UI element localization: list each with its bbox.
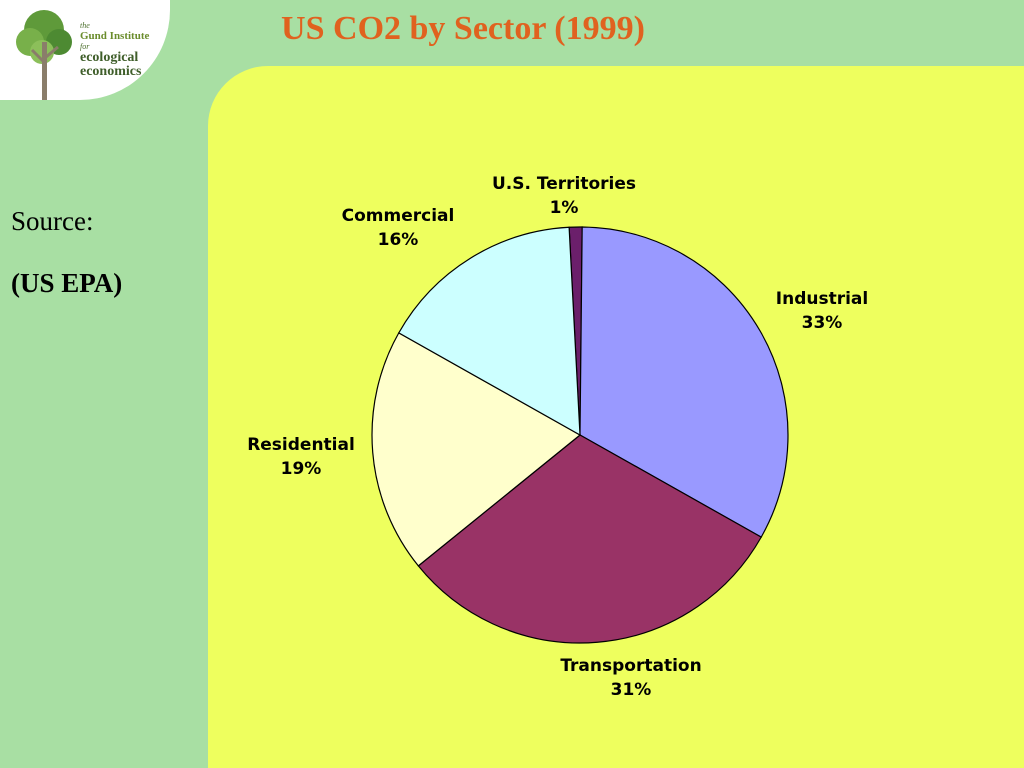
slice-label: Commercial [342, 206, 455, 226]
logo-line: ecological [80, 50, 139, 65]
pie-slice-commercial [397, 226, 581, 437]
logo-line: for [80, 42, 90, 51]
slice-label: Residential [247, 435, 355, 455]
slice-percent-label: 31% [611, 680, 652, 700]
logo-line: Gund Institute [80, 30, 150, 42]
source-label: Source: [11, 206, 94, 236]
logo-line: economics [80, 64, 142, 79]
source-value: (US EPA) [11, 268, 123, 298]
slice-percent-label: 16% [378, 230, 419, 250]
header-band [0, 0, 1024, 66]
slice-percent-label: 33% [802, 313, 843, 333]
logo-text: the Gund Institute for ecological econom… [80, 22, 149, 79]
slide-title: US CO2 by Sector (1999) [281, 10, 645, 47]
slice-percent-label: 19% [281, 459, 322, 479]
slice-label: U.S. Territories [492, 174, 636, 194]
pie-slice-industrial [579, 226, 789, 538]
slice-label: Industrial [776, 289, 868, 309]
slice-percent-label: 1% [550, 198, 579, 218]
tree-logo-icon [16, 10, 72, 100]
logo-line: the [80, 21, 90, 30]
logo-area: the Gund Institute for ecological econom… [0, 0, 170, 100]
pie-slice-residential [371, 332, 582, 567]
pie-slice-transportation [417, 434, 763, 644]
slice-label: Transportation [560, 656, 701, 676]
